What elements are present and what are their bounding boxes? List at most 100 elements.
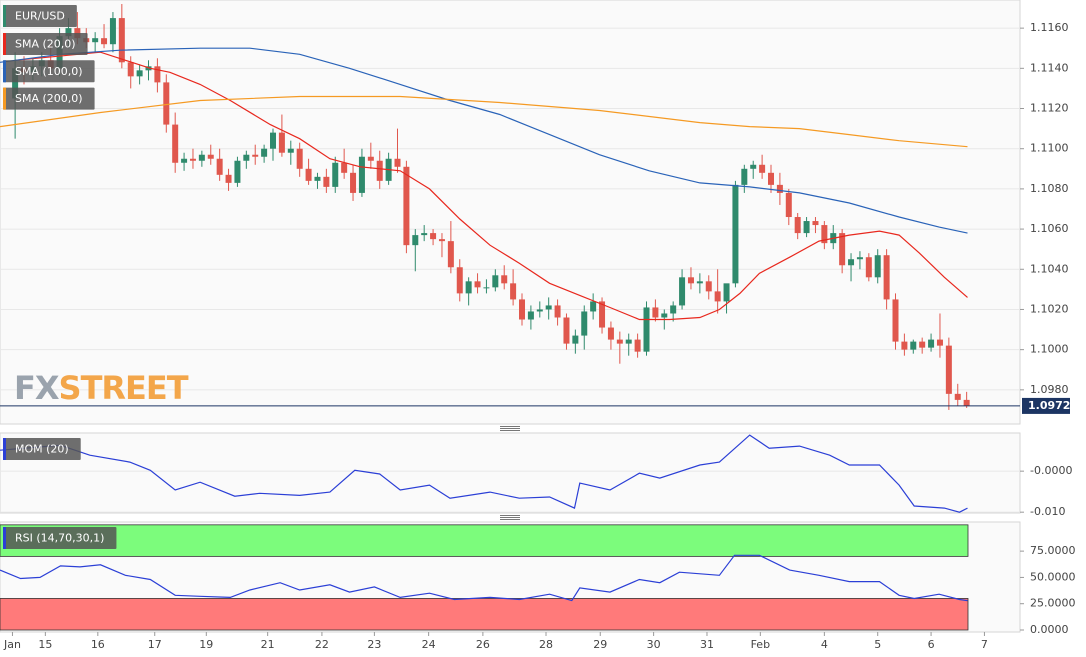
candle-body — [812, 221, 819, 226]
legend-box — [3, 5, 77, 27]
legend-label: SMA (100,0) — [15, 65, 83, 78]
candle-body — [768, 172, 775, 185]
y-tick-label: -0.010 — [1030, 505, 1065, 518]
indicator-line — [15, 51, 968, 321]
y-tick-label: 75.0000 — [1030, 544, 1076, 557]
x-tick-label: 30 — [647, 638, 661, 651]
x-tick-label: 4 — [821, 638, 828, 651]
candle-body — [687, 277, 694, 284]
candle-body — [910, 341, 917, 350]
legend-swatch — [3, 527, 6, 549]
y-tick-label: 1.1140 — [1030, 61, 1069, 74]
legend-label: SMA (20,0) — [15, 38, 76, 51]
candle-body — [865, 257, 872, 278]
x-tick-label: 26 — [476, 638, 490, 651]
y-tick-label: 1.1060 — [1030, 222, 1069, 235]
y-tick-label: 1.1120 — [1030, 102, 1069, 115]
watermark-part: STREET — [59, 369, 189, 407]
x-tick-label: Jan — [3, 638, 21, 651]
candle-body — [945, 345, 952, 394]
candle-body — [901, 341, 908, 350]
y-tick-label: 1.1040 — [1030, 262, 1069, 275]
candle-body — [421, 233, 428, 236]
candle-body — [670, 305, 677, 314]
x-tick-label: 21 — [261, 638, 275, 651]
watermark-part: FX — [14, 369, 60, 407]
x-tick-label: Feb — [751, 638, 770, 651]
candle-body — [341, 162, 348, 173]
legend-label: EUR/USD — [15, 10, 65, 23]
panel-grip[interactable] — [500, 426, 520, 431]
candle-body — [65, 28, 72, 37]
legend-entry: SMA (200,0) — [3, 87, 95, 110]
legend-entry: EUR/USD — [3, 5, 77, 27]
candle-body — [501, 275, 508, 284]
candle-body — [732, 184, 739, 284]
y-tick-label: 50.0000 — [1030, 570, 1076, 583]
x-tick-label: 24 — [422, 638, 436, 651]
candle-body — [705, 281, 712, 292]
candle-body — [323, 176, 330, 187]
panel-grip[interactable] — [500, 515, 520, 520]
legend-box — [3, 33, 88, 55]
candle-body — [643, 307, 650, 352]
x-tick-label: 15 — [38, 638, 52, 651]
candle-body — [109, 18, 116, 45]
candle-body — [216, 158, 223, 175]
candle-body — [287, 148, 294, 153]
candle-body — [163, 82, 170, 125]
candle-body — [536, 309, 543, 312]
candle-body — [234, 160, 241, 183]
candle-body — [127, 62, 134, 77]
candle-body — [305, 168, 312, 181]
y-tick-label: 1.1000 — [1030, 343, 1069, 356]
candle-body — [607, 327, 614, 340]
candle-body — [350, 172, 357, 193]
indicator-line — [0, 554, 968, 602]
candle-body — [314, 176, 321, 181]
legend-swatch — [3, 60, 6, 83]
y-tick-label: 1.1020 — [1030, 302, 1069, 315]
y-tick-label: 1.0980 — [1030, 383, 1069, 396]
legend-entry: SMA (20,0) — [3, 33, 88, 55]
candle-body — [261, 148, 268, 157]
x-tick-label: 28 — [539, 638, 553, 651]
candle-body — [936, 339, 943, 346]
candle-body — [181, 158, 188, 163]
candle-body — [225, 174, 232, 183]
candle-body — [92, 38, 99, 43]
candle-body — [874, 255, 881, 278]
candle-body — [118, 18, 125, 63]
legend-box — [3, 438, 81, 460]
candle-body — [821, 225, 828, 244]
mark-layer: 1.0972 — [0, 4, 1070, 602]
legend-box — [3, 87, 95, 110]
last-price-box — [1022, 397, 1070, 414]
candle-body — [438, 239, 445, 242]
x-tick-label: 17 — [148, 638, 162, 651]
candle-body — [367, 156, 374, 161]
x-tick-label: 22 — [315, 638, 329, 651]
candle-body — [483, 287, 490, 289]
legend-swatch — [3, 5, 6, 27]
band-layer — [0, 524, 969, 631]
y-tick-label: 1.1100 — [1030, 142, 1069, 155]
candle-body — [394, 158, 401, 167]
candle-body — [252, 154, 259, 157]
candle-body — [928, 339, 935, 348]
candle-body — [856, 257, 863, 260]
candle-body — [545, 305, 552, 310]
candle-body — [403, 166, 410, 246]
legend-label: MOM (20) — [15, 443, 69, 456]
candle-body — [136, 70, 143, 77]
candle-body — [803, 221, 810, 234]
candle-body — [376, 160, 383, 181]
legend-entry: RSI (14,70,30,1) — [3, 527, 117, 549]
candle-body — [563, 317, 570, 344]
candle-body — [492, 275, 499, 288]
candle-body — [198, 154, 205, 161]
candle-body — [625, 339, 632, 344]
candle-body — [599, 301, 606, 328]
legend-swatch — [3, 438, 6, 460]
candle-body — [474, 281, 481, 288]
